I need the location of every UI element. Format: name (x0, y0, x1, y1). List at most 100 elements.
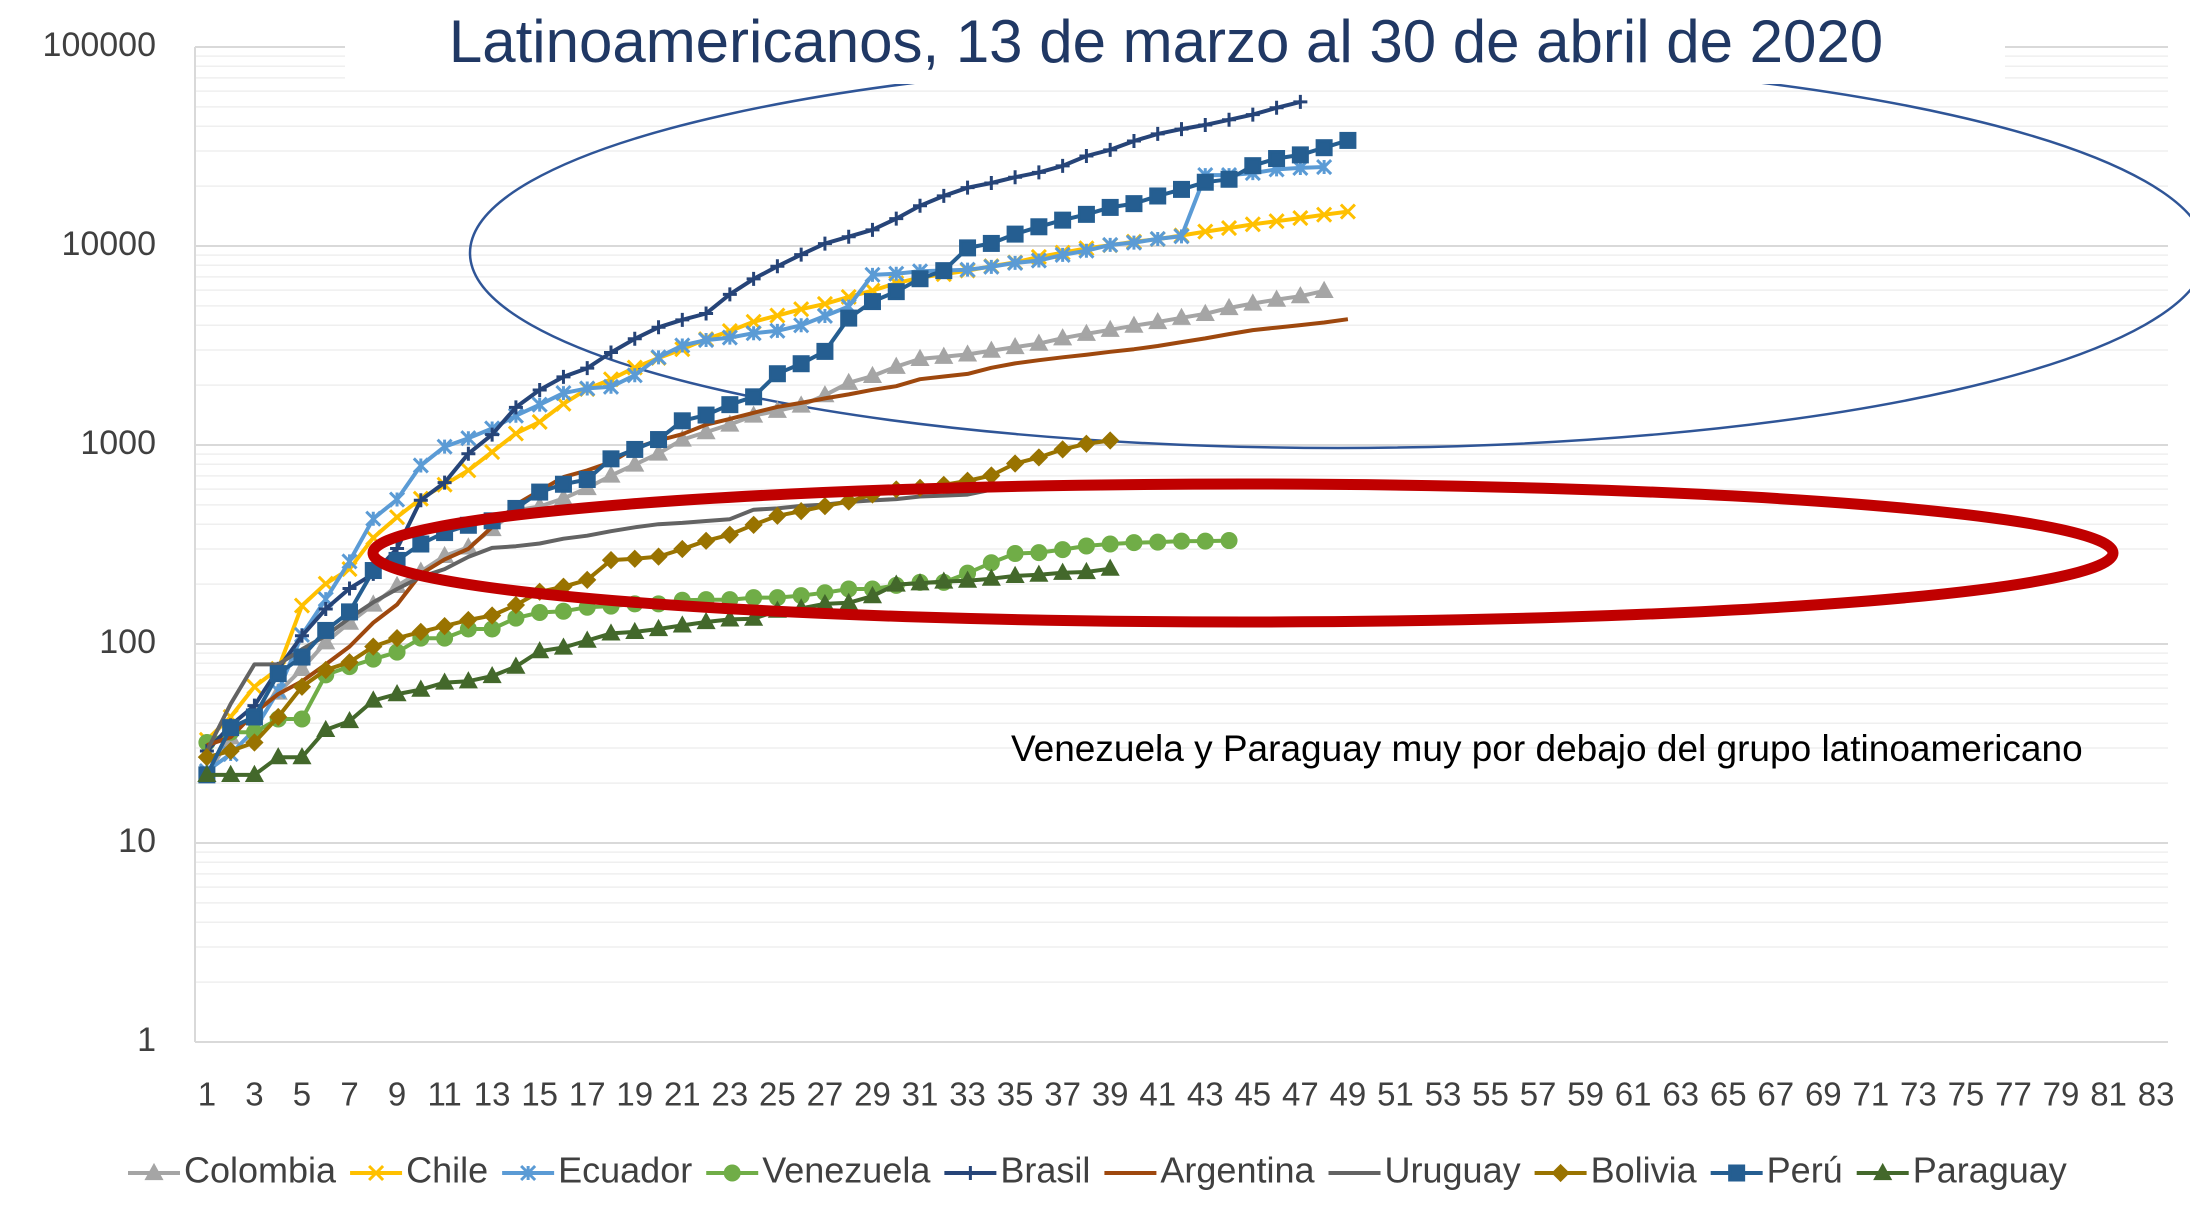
marker (792, 502, 811, 521)
marker (531, 396, 548, 413)
marker (1005, 565, 1025, 583)
marker (318, 601, 333, 616)
marker (1728, 1164, 1746, 1182)
marker (1173, 180, 1190, 198)
marker (1053, 440, 1072, 459)
x-tick-label: 41 (1139, 1076, 1176, 1113)
marker (1006, 544, 1024, 562)
marker (1125, 195, 1143, 213)
marker (770, 259, 785, 274)
x-tick-label: 13 (474, 1076, 511, 1113)
marker (981, 340, 1001, 358)
marker (981, 568, 1001, 586)
marker (484, 443, 501, 461)
marker (506, 595, 526, 615)
marker (1077, 205, 1095, 223)
marker (963, 1166, 978, 1180)
marker (1314, 280, 1334, 298)
legend-label: Colombia (184, 1150, 337, 1191)
marker (1100, 319, 1120, 337)
marker (1076, 323, 1096, 341)
marker (1149, 230, 1166, 248)
marker (1316, 158, 1333, 176)
marker (269, 707, 288, 727)
marker (696, 531, 716, 550)
marker (292, 658, 312, 676)
marker (648, 618, 669, 637)
marker (222, 719, 240, 737)
marker (506, 656, 526, 674)
marker (840, 309, 858, 327)
marker (364, 637, 383, 656)
marker (460, 462, 477, 479)
marker (1055, 158, 1070, 173)
marker (1196, 173, 1214, 191)
x-tick-label: 27 (807, 1076, 844, 1113)
marker (650, 431, 668, 449)
marker (627, 331, 642, 346)
marker (862, 365, 883, 384)
marker (197, 748, 217, 767)
x-tick-label: 37 (1044, 1076, 1081, 1113)
marker (531, 413, 548, 430)
marker (603, 345, 618, 360)
legend-label: Paraguay (1913, 1150, 2067, 1191)
marker (720, 609, 740, 627)
marker (580, 361, 595, 376)
marker (720, 414, 740, 432)
marker (816, 342, 834, 360)
highlight-ellipse (367, 478, 2119, 628)
marker (1029, 333, 1049, 351)
x-tick-label: 25 (759, 1076, 796, 1113)
x-tick-label: 19 (616, 1076, 653, 1113)
marker (839, 592, 859, 610)
marker (1149, 533, 1167, 551)
marker (556, 369, 571, 384)
x-tick-label: 3 (245, 1076, 263, 1113)
marker (365, 510, 382, 527)
marker (889, 211, 904, 226)
marker (221, 764, 241, 782)
marker (769, 322, 786, 339)
marker (1219, 297, 1239, 316)
marker (1005, 336, 1025, 355)
x-tick-label: 21 (664, 1076, 701, 1113)
marker (1339, 203, 1356, 220)
marker (1029, 448, 1048, 467)
x-tick-label: 35 (997, 1076, 1034, 1113)
marker (958, 570, 978, 588)
marker (839, 492, 858, 511)
y-tick-label: 1000 (80, 424, 156, 462)
marker (1125, 234, 1143, 251)
marker (911, 270, 929, 288)
marker (744, 608, 764, 626)
marker (1174, 122, 1189, 137)
marker (746, 271, 761, 286)
marker (1195, 303, 1215, 321)
marker (1053, 562, 1073, 580)
x-tick-label: 73 (1900, 1076, 1937, 1113)
marker (269, 665, 287, 683)
marker (793, 317, 810, 334)
marker (934, 346, 954, 364)
legend-label: Argentina (1160, 1150, 1315, 1191)
marker (554, 475, 572, 493)
marker (1222, 112, 1237, 127)
marker (935, 262, 953, 280)
marker (1291, 146, 1309, 164)
marker (1054, 211, 1072, 229)
marker (1103, 142, 1118, 157)
marker (1005, 454, 1025, 473)
marker (293, 648, 311, 666)
marker (696, 611, 716, 630)
marker (339, 710, 360, 729)
marker (1077, 537, 1095, 555)
marker (460, 430, 477, 447)
y-tick-label: 100 (99, 623, 156, 661)
legend-label: Bolivia (1591, 1150, 1698, 1191)
marker (886, 574, 906, 592)
marker (675, 312, 690, 327)
marker (816, 295, 833, 312)
marker (1150, 126, 1165, 141)
marker (1030, 218, 1048, 236)
